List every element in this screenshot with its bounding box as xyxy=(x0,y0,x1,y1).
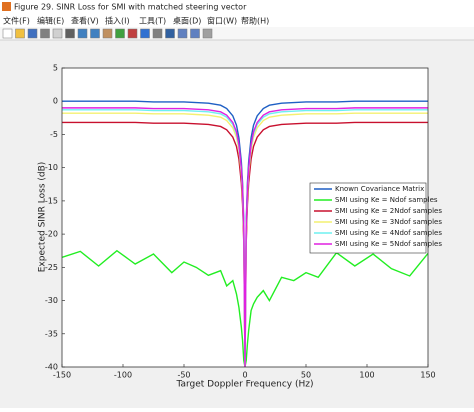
title-bar xyxy=(0,0,474,14)
menu: 文件(F) 编辑(E) 查看(V) 插入(I) 工具(T) 桌面(D) 窗口(W) 帮助(H) xyxy=(3,16,269,26)
series-line xyxy=(62,112,428,367)
legend-label: SMI using Ke = 5Ndof samples xyxy=(335,240,442,248)
tool-button[interactable] xyxy=(165,28,175,39)
legend-label: SMI using Ke = 3Ndof samples xyxy=(335,218,442,226)
toolbar-buttons xyxy=(2,28,213,39)
tool-button[interactable] xyxy=(90,28,100,39)
tool-button[interactable] xyxy=(65,28,75,39)
y-tick-label: 0 xyxy=(53,97,58,106)
series-line xyxy=(62,107,428,367)
tool-button[interactable] xyxy=(127,28,138,39)
series-line xyxy=(62,249,428,367)
series-line xyxy=(62,109,428,367)
x-tick-label: 100 xyxy=(359,371,374,380)
menu-item[interactable]: 编辑(E) xyxy=(37,16,64,26)
tool-button[interactable] xyxy=(15,28,25,39)
tool-button[interactable] xyxy=(52,28,63,39)
y-tick-label: -40 xyxy=(45,363,58,372)
tool-button[interactable] xyxy=(177,28,188,39)
x-axis-label: Target Doppler Frequency (Hz) xyxy=(175,380,313,390)
tool-button[interactable] xyxy=(140,28,150,39)
tool-button[interactable] xyxy=(40,28,50,39)
y-tick-label: 5 xyxy=(53,64,58,73)
legend-label: SMI using Ke = 4Ndof samples xyxy=(335,229,442,237)
menu-bar xyxy=(0,14,474,27)
tool-button[interactable] xyxy=(190,28,200,39)
series-lines xyxy=(62,100,428,367)
y-tick-label: -30 xyxy=(45,296,58,305)
tool-button[interactable] xyxy=(2,28,13,39)
y-axis-label: Expected SINR Loss (dB) xyxy=(38,162,48,273)
y-tick-label: -15 xyxy=(45,196,58,205)
y-tick-label: -20 xyxy=(45,230,58,239)
menu-item[interactable]: 文件(F) xyxy=(3,16,30,26)
menu-item[interactable]: 查看(V) xyxy=(71,16,99,26)
tool-button[interactable] xyxy=(152,28,163,39)
menu-item[interactable]: 插入(I) xyxy=(105,16,130,26)
app-icon xyxy=(2,2,11,11)
x-tick-label: 150 xyxy=(420,371,435,380)
tool-button[interactable] xyxy=(202,28,213,39)
axes-box xyxy=(61,67,429,368)
y-tick-label: -35 xyxy=(45,329,58,338)
series-line xyxy=(62,121,428,367)
menu-item[interactable]: 帮助(H) xyxy=(241,16,269,26)
x-tick-label: 50 xyxy=(301,371,311,380)
legend-label: SMI using Ke = 2Ndof samples xyxy=(335,207,442,215)
menu-item[interactable]: 桌面(D) xyxy=(173,16,201,26)
legend-box xyxy=(309,182,427,254)
window-title: Figure 29. SINR Loss for SMI with matche… xyxy=(14,3,247,12)
tool-button[interactable] xyxy=(115,28,125,39)
series-line xyxy=(62,100,428,367)
x-tick-label: -100 xyxy=(114,371,132,380)
x-tick-label: -50 xyxy=(177,371,190,380)
legend: Known Covariance Matrix SMI using Ke = Nd… xyxy=(314,185,442,248)
x-tick-label: -150 xyxy=(53,371,71,380)
legend-label: SMI using Ke = Ndof samples xyxy=(335,196,438,204)
x-tick-label: 0 xyxy=(242,371,247,380)
tool-button[interactable] xyxy=(102,28,113,39)
y-tick-label: -25 xyxy=(45,263,58,272)
tool-button[interactable] xyxy=(27,28,38,39)
y-tick-label: -10 xyxy=(45,163,58,172)
menu-item[interactable]: 工具(T) xyxy=(139,17,166,26)
legend-label: Known Covariance Matrix xyxy=(335,185,424,193)
tool-button[interactable] xyxy=(77,28,88,39)
menu-item[interactable]: 窗口(W) xyxy=(207,16,237,26)
y-tick-label: -5 xyxy=(50,130,58,139)
